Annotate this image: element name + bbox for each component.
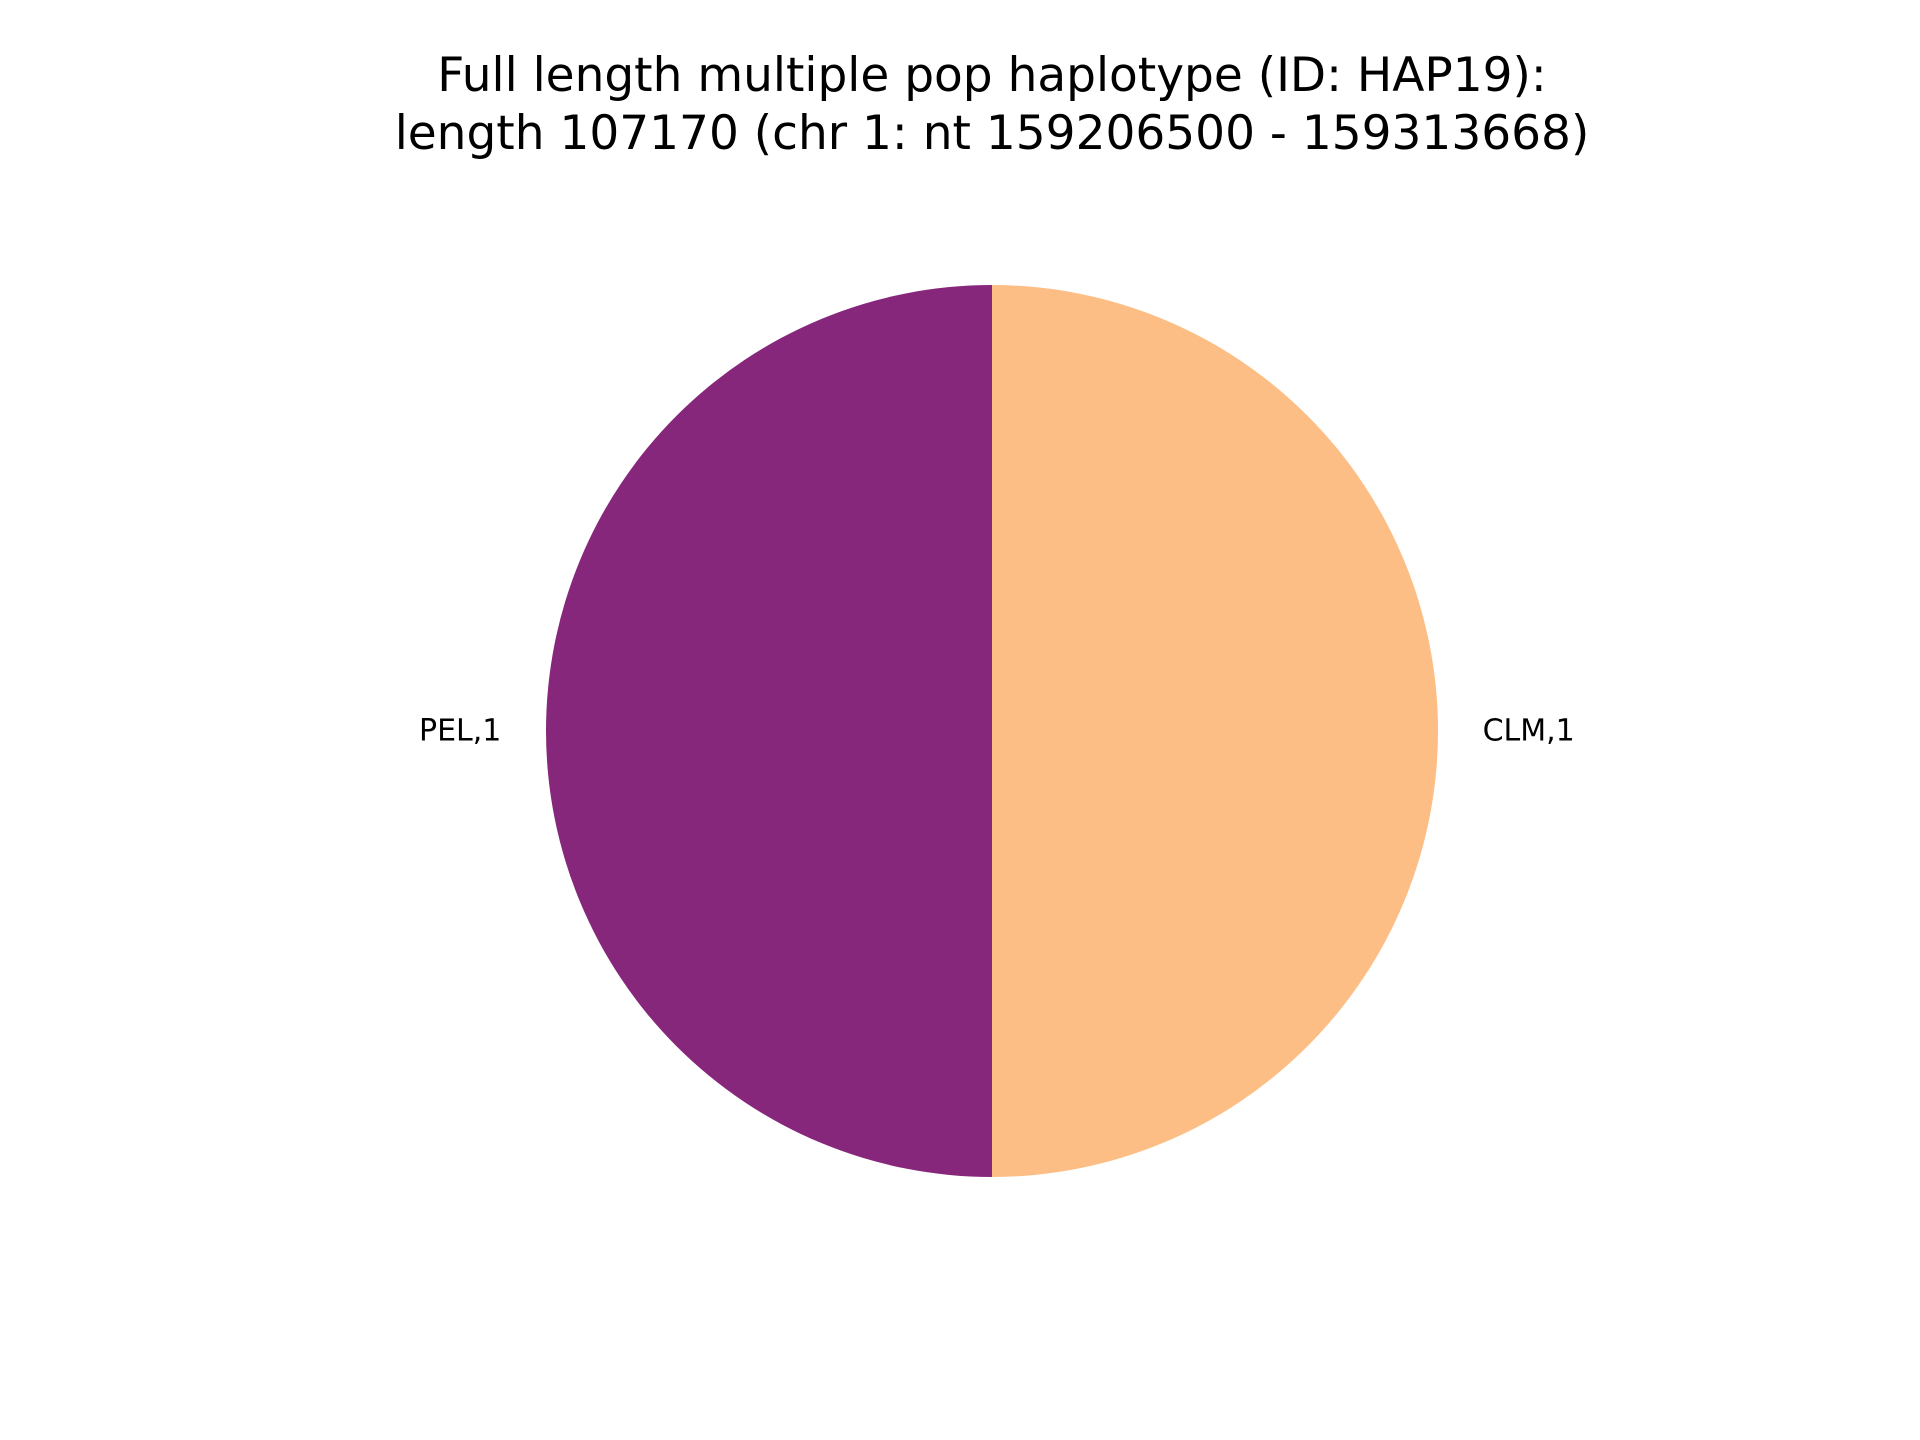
pie-slice-pel bbox=[546, 285, 992, 1177]
chart-title-line-1: Full length multiple pop haplotype (ID: … bbox=[437, 48, 1546, 103]
pie-labels: CLM,1 PEL,1 bbox=[419, 714, 1575, 749]
pie-slices bbox=[546, 285, 1438, 1177]
pie-label-pel: PEL,1 bbox=[419, 714, 501, 749]
chart-title-line-2: length 107170 (chr 1: nt 159206500 - 159… bbox=[395, 106, 1590, 161]
pie-label-clm: CLM,1 bbox=[1483, 714, 1575, 749]
pie-slice-clm bbox=[992, 285, 1438, 1177]
